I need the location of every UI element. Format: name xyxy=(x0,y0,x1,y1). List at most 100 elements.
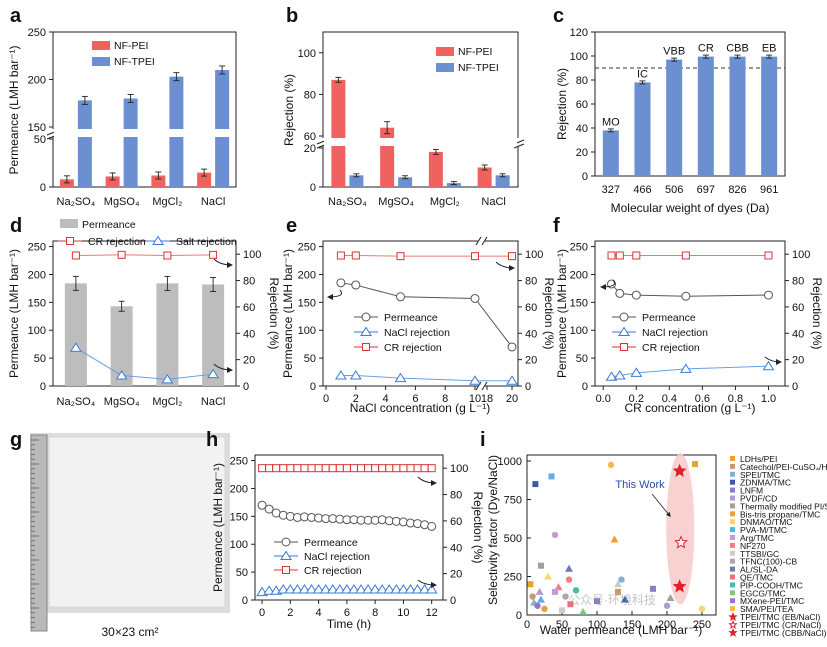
literature-point-i-1 xyxy=(529,593,536,600)
e-xtick-label-3: 6 xyxy=(412,393,418,405)
f-xtick-label-2: 0.4 xyxy=(662,393,677,405)
nacl-rejection-f-point-2 xyxy=(630,367,643,377)
legend-f-1-marker xyxy=(618,326,630,336)
y-tick-label-c-2: 40 xyxy=(576,123,588,135)
i-ytick-label-3: 750 xyxy=(504,495,522,507)
bar-label-c-1: IC xyxy=(637,68,648,80)
legend-i-marker-21 xyxy=(728,620,738,629)
plot-frame-h xyxy=(254,454,444,601)
d-y-axis-label: Permeance (LMH bar⁻¹) xyxy=(7,249,21,378)
literature-point-i-7 xyxy=(541,605,548,613)
i-xtick-label-1: 50 xyxy=(556,619,568,631)
e-ytick-label-3: 150 xyxy=(298,297,316,309)
x-break-mark-e2 xyxy=(481,236,488,246)
literature-point-i-3 xyxy=(532,481,539,488)
i-xtick-label-5: 250 xyxy=(693,619,711,631)
arrow-e-2 xyxy=(327,289,342,300)
h-ytick-label-2: 100 xyxy=(230,539,248,551)
e-ytick-right-label-0: 0 xyxy=(525,381,531,393)
x-break-mark-e4 xyxy=(481,381,488,391)
cr-rejection-h-point-13 xyxy=(349,464,358,473)
nacl-rejection-e-point-3 xyxy=(469,375,481,385)
bar-c-2 xyxy=(666,59,683,176)
f-ytick-label-2: 100 xyxy=(570,325,588,337)
x-axis-label-i: Water permeance (LMH bar⁻¹) xyxy=(540,623,703,637)
legend-i-marker-22 xyxy=(728,627,738,637)
arrow-e-1 xyxy=(495,261,515,271)
cr-rejection-h-point-20 xyxy=(399,464,408,473)
literature-point-i-19 xyxy=(607,461,615,469)
panel-label-c: c xyxy=(553,5,564,27)
f-ytick-label-0: 0 xyxy=(582,381,588,393)
e-ytick-label-1: 50 xyxy=(304,353,316,365)
plot-frame-e xyxy=(322,240,519,387)
f-xtick-label-5: 1.0 xyxy=(761,393,776,405)
e-xtick-label-1: 2 xyxy=(353,393,359,405)
nacl-rejection-h-point-13 xyxy=(348,584,360,594)
i-xtick-label-2: 100 xyxy=(588,619,606,631)
legend-e-2: CR rejection xyxy=(384,342,442,354)
f-ytick-label-4: 200 xyxy=(570,269,588,281)
arrow-f-1 xyxy=(600,279,615,290)
bar-d-3 xyxy=(202,284,225,386)
legend-b-1: NF-TPEI xyxy=(458,62,499,74)
legend-i-marker-7 xyxy=(730,511,735,517)
legend-d-2: Salt rejection xyxy=(176,236,237,248)
f-ytick-right-label-2: 40 xyxy=(792,328,804,340)
cr-rejection-h-point-23 xyxy=(420,464,429,473)
legend-a-1: NF-TPEI xyxy=(114,56,155,68)
x-axis-label-h: Time (h) xyxy=(327,617,371,631)
f-xtick-label-3: 0.6 xyxy=(695,393,710,405)
literature-point-i-5 xyxy=(535,587,544,595)
f-y-axis-label: Permeance (LMH bar⁻¹) xyxy=(555,249,569,378)
cr-rejection-f-point-3 xyxy=(681,251,690,260)
legend-i-16: PIP-COOH/TMC xyxy=(740,580,803,590)
x-tick-label-c-0: 327 xyxy=(602,184,620,196)
legend-e-2-marker xyxy=(362,343,370,351)
panel-label-h: h xyxy=(206,429,218,451)
y-axis-label-c: Rejection (%) xyxy=(555,68,569,140)
cr-rejection-h-point-18 xyxy=(385,464,394,473)
watermark: 公众号·环境科技 xyxy=(568,592,656,607)
h-ytick-label-1: 50 xyxy=(236,567,248,579)
cr-rejection-e-point-1 xyxy=(351,251,360,260)
permeance-e-point-1 xyxy=(351,280,361,290)
legend-d-2-marker xyxy=(152,235,164,245)
cr-rejection-h-point-15 xyxy=(364,464,373,473)
legend-e-0: Permeance xyxy=(384,312,438,324)
h-xtick-label-0: 0 xyxy=(259,607,265,619)
h-ytick-right-label-1: 20 xyxy=(450,569,462,581)
x-tick-label-b-1: MgSO₄ xyxy=(378,196,414,208)
bar-b-NF-PEI-3 xyxy=(477,167,492,187)
x-tick-label-c-5: 961 xyxy=(760,184,778,196)
i-xtick-label-3: 150 xyxy=(623,619,641,631)
nacl-rejection-h-point-22 xyxy=(411,584,424,594)
legend-i-14: AL/SL-DA xyxy=(740,565,778,575)
h-ytick-right-label-2: 40 xyxy=(450,542,462,554)
legend-b-0-swatch xyxy=(436,47,454,56)
legend-f-2: CR rejection xyxy=(642,342,700,354)
permeance-h-point-24 xyxy=(427,521,437,531)
i-xtick-label-0: 0 xyxy=(524,619,530,631)
legend-i-5: PVDF/CD xyxy=(740,494,777,504)
arrow-d-2 xyxy=(213,363,233,373)
legend-i-marker-8 xyxy=(730,519,735,525)
nacl-rejection-h-point-18 xyxy=(383,584,396,594)
x-tick-label-c-2: 506 xyxy=(665,184,683,196)
h-ytick-label-5: 250 xyxy=(230,456,248,468)
legend-i-4: LNFM xyxy=(740,486,763,496)
bar-label-c-2: VBB xyxy=(663,46,685,58)
cr-rejection-h-point-4 xyxy=(286,464,295,473)
cr-rejection-h-point-21 xyxy=(406,464,415,473)
legend-i-7: Bis-tris propane/TMC xyxy=(740,509,820,519)
legend-i-9: PVA-M/TMC xyxy=(740,525,787,535)
x-tick-label-d-3: NaCl xyxy=(201,396,225,408)
panel-label-g: g xyxy=(10,429,22,451)
e-xtick-label-6: 18 xyxy=(481,393,493,405)
legend-i-marker-17 xyxy=(730,590,735,596)
f-ytick-right-label-3: 60 xyxy=(792,302,804,314)
f-ytick-right-label-1: 20 xyxy=(792,355,804,367)
literature-point-i-29 xyxy=(537,595,545,603)
e-xtick-label-4: 8 xyxy=(442,393,448,405)
legend-i-marker-9 xyxy=(730,527,735,533)
